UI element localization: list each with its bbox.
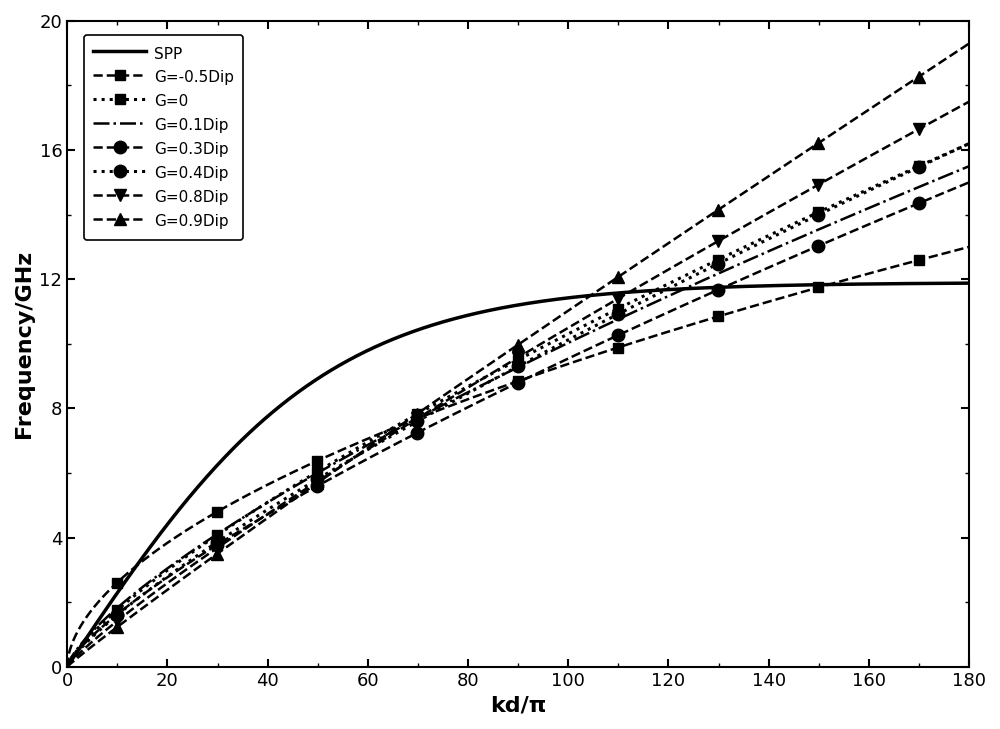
Line: G=0.9Dip: G=0.9Dip: [61, 37, 975, 673]
G=0.3Dip: [458, 405, 470, 413]
SPP: [681, 284, 693, 293]
X-axis label: kd/π: kd/π: [490, 695, 546, 715]
G=0.3Dip: [781, 255, 793, 264]
G=0.8Dip: [781, 198, 793, 207]
G=0.1Dip: [61, 663, 73, 671]
G=-0.5Dip: [426, 408, 438, 417]
Line: G=0.4Dip: G=0.4Dip: [61, 137, 975, 673]
G=0.9Dip: [458, 377, 470, 386]
G=0.3Dip: [61, 663, 73, 671]
G=0.8Dip: [153, 585, 165, 593]
G=-0.5Dip: [681, 321, 693, 330]
Line: SPP: SPP: [67, 283, 969, 667]
G=0.9Dip: [681, 227, 693, 235]
SPP: [764, 281, 776, 290]
G=0.4Dip: [681, 275, 693, 284]
G=0.1Dip: [458, 390, 470, 399]
G=0.4Dip: [458, 391, 470, 399]
G=0.4Dip: [963, 139, 975, 148]
G=0.1Dip: [963, 162, 975, 171]
G=0: [681, 270, 693, 279]
G=0: [963, 139, 975, 148]
G=0.3Dip: [764, 262, 776, 271]
G=0.4Dip: [764, 233, 776, 242]
G=0.1Dip: [764, 246, 776, 255]
G=0.1Dip: [153, 570, 165, 579]
G=-0.5Dip: [458, 396, 470, 405]
SPP: [61, 663, 73, 671]
Line: G=0.8Dip: G=0.8Dip: [61, 95, 975, 673]
Line: G=0.3Dip: G=0.3Dip: [61, 176, 975, 673]
G=0: [426, 402, 438, 410]
G=0: [781, 222, 793, 231]
G=0.9Dip: [153, 591, 165, 600]
Y-axis label: Frequency/GHz: Frequency/GHz: [14, 249, 34, 438]
G=0.1Dip: [426, 406, 438, 415]
Line: G=0: G=0: [62, 139, 974, 671]
SPP: [426, 321, 438, 330]
G=0.4Dip: [426, 409, 438, 418]
G=0: [764, 230, 776, 239]
SPP: [963, 278, 975, 287]
G=-0.5Dip: [963, 243, 975, 252]
Line: G=0.1Dip: G=0.1Dip: [67, 166, 969, 667]
G=0.1Dip: [781, 239, 793, 248]
G=0.8Dip: [681, 255, 693, 264]
G=0.9Dip: [426, 399, 438, 408]
G=-0.5Dip: [61, 663, 73, 671]
SPP: [781, 281, 793, 289]
G=0.9Dip: [781, 160, 793, 168]
G=-0.5Dip: [153, 544, 165, 553]
G=0.9Dip: [764, 171, 776, 179]
Legend: SPP, G=-0.5Dip, G=0, G=0.1Dip, G=0.3Dip, G=0.4Dip, G=0.8Dip, G=0.9Dip: SPP, G=-0.5Dip, G=0, G=0.1Dip, G=0.3Dip,…: [84, 35, 243, 240]
G=0.8Dip: [61, 663, 73, 671]
G=0.4Dip: [61, 663, 73, 671]
G=0.1Dip: [681, 284, 693, 292]
SPP: [153, 531, 165, 539]
G=0.3Dip: [681, 300, 693, 308]
G=0: [458, 384, 470, 393]
G=0.8Dip: [458, 386, 470, 394]
G=0.9Dip: [61, 663, 73, 671]
G=0.4Dip: [153, 578, 165, 587]
G=0.8Dip: [426, 405, 438, 414]
G=0.3Dip: [963, 178, 975, 187]
G=-0.5Dip: [781, 292, 793, 301]
G=-0.5Dip: [764, 297, 776, 305]
G=0.3Dip: [426, 421, 438, 429]
SPP: [458, 312, 470, 321]
G=0.8Dip: [963, 97, 975, 106]
G=0.8Dip: [764, 207, 776, 216]
G=0: [153, 572, 165, 580]
Line: G=-0.5Dip: G=-0.5Dip: [62, 242, 974, 671]
G=0: [61, 663, 73, 671]
G=0.9Dip: [963, 39, 975, 48]
G=0.3Dip: [153, 579, 165, 588]
G=0.4Dip: [781, 226, 793, 235]
